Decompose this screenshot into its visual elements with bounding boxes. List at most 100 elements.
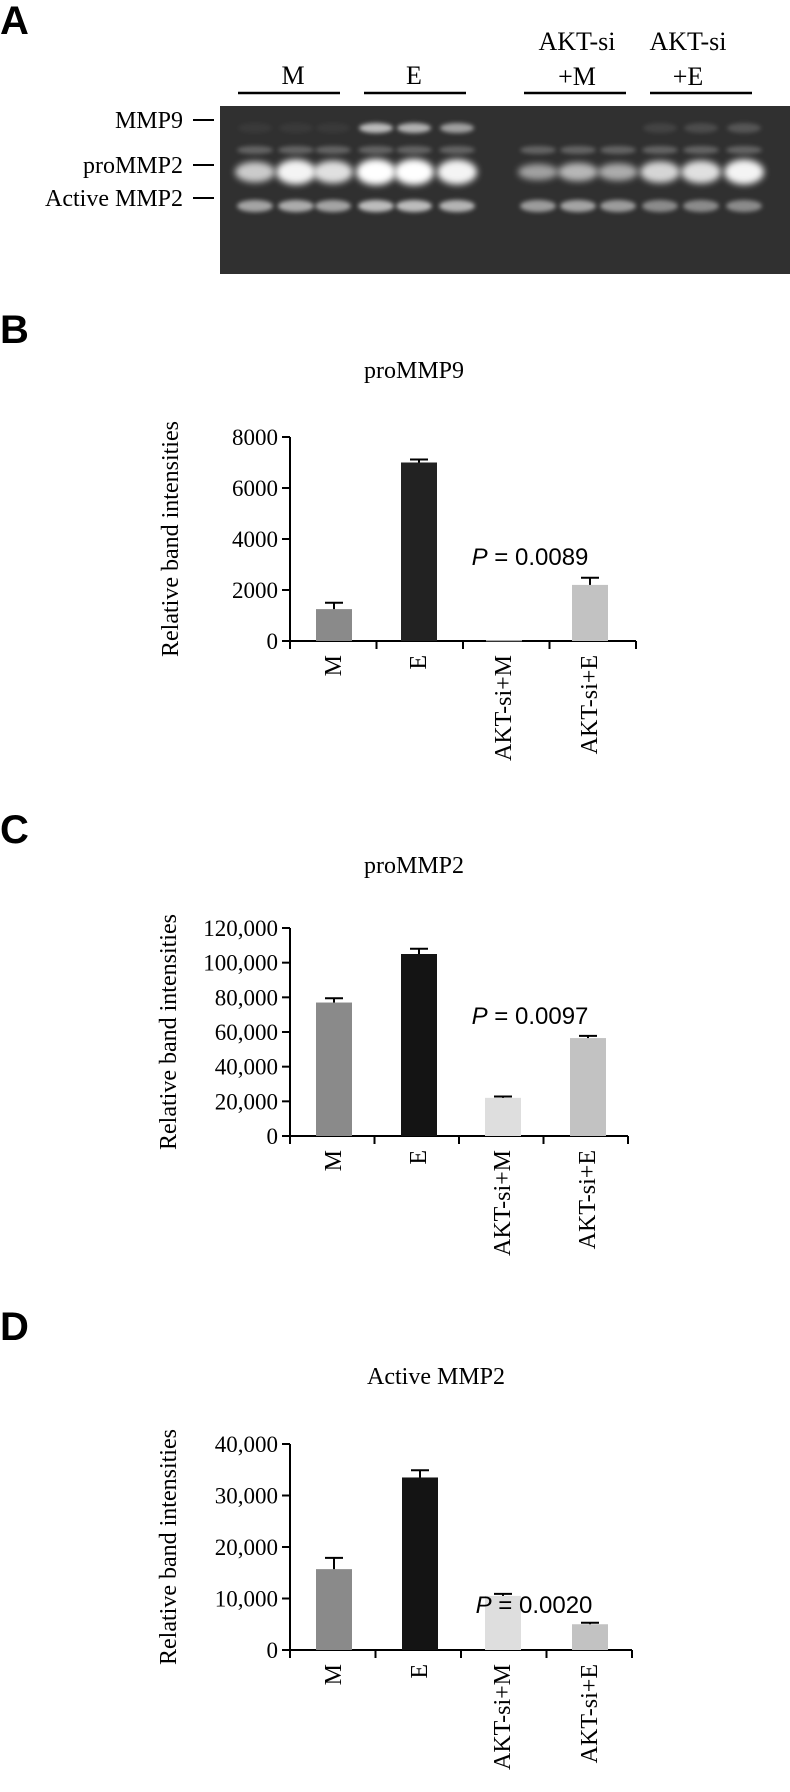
gel-panel: A M E AKT-si +M AKT-si +E MMP9 proMMP2 Active M… bbox=[0, 0, 790, 274]
gel-band-promMP2 bbox=[356, 159, 396, 185]
bar bbox=[572, 584, 608, 641]
bar bbox=[316, 1569, 352, 1650]
x-tick-label: AKT-si+M bbox=[491, 655, 517, 761]
gel-band-active-mmp2 bbox=[683, 200, 719, 212]
gel-band-faint bbox=[278, 146, 314, 154]
gel-band-promMP2 bbox=[313, 160, 353, 184]
y-tick-label: 10,000 bbox=[215, 1587, 278, 1612]
gel-band-active-mmp2 bbox=[358, 200, 394, 212]
p-value-annotation: P = 0.0020 bbox=[476, 1592, 593, 1619]
gel-band-faint bbox=[600, 146, 636, 154]
y-tick-label: 2000 bbox=[232, 578, 278, 603]
gel-band-promMP2 bbox=[394, 159, 434, 185]
gel-band-faint bbox=[520, 146, 556, 154]
p-value-annotation: P = 0.0097 bbox=[472, 1003, 589, 1030]
gel-band-faint bbox=[683, 146, 719, 154]
y-tick-label: 40,000 bbox=[215, 1432, 278, 1457]
gel-band-promMP2 bbox=[681, 160, 721, 184]
gel-group-label: M bbox=[281, 61, 304, 90]
x-tick-label: AKT-si+M bbox=[490, 1664, 516, 1770]
gel-band-mmp9 bbox=[440, 123, 474, 133]
y-tick-label: 40,000 bbox=[215, 1055, 278, 1080]
gel-group-label: E bbox=[406, 61, 422, 90]
gel-band-faint bbox=[726, 146, 762, 154]
y-tick-label: 120,000 bbox=[203, 916, 278, 941]
y-tick-label: 0 bbox=[267, 1638, 279, 1663]
gel-band-mmp9 bbox=[238, 123, 272, 133]
gel-band-mmp9 bbox=[279, 123, 313, 133]
x-tick-label: E bbox=[407, 1664, 433, 1679]
gel-band-labels: MMP9 proMMP2 Active MMP2 bbox=[45, 108, 214, 212]
gel-band-active-mmp2 bbox=[315, 200, 351, 212]
gel-texture bbox=[220, 106, 790, 274]
x-tick-label: M bbox=[321, 655, 347, 676]
bar bbox=[485, 1097, 521, 1136]
x-tick-label: E bbox=[406, 1150, 432, 1165]
p-label: P bbox=[472, 1003, 488, 1030]
y-tick-label: 80,000 bbox=[215, 985, 278, 1010]
x-tick-label: E bbox=[406, 655, 432, 670]
y-tick-label: 0 bbox=[267, 1124, 279, 1149]
bar bbox=[486, 640, 522, 642]
x-tick-label: AKT-si+E bbox=[575, 1150, 601, 1249]
gel-band-promMP2 bbox=[437, 159, 477, 185]
gel-group-label-line1: AKT-si bbox=[649, 27, 726, 56]
chart-title: Active MMP2 bbox=[367, 1364, 505, 1390]
y-tick-label: 20,000 bbox=[215, 1089, 278, 1114]
chart-title: proMMP9 bbox=[364, 358, 464, 384]
y-axis-label: Relative band intensities bbox=[156, 1429, 182, 1665]
gel-band-mmp9 bbox=[359, 123, 393, 133]
gel-band-active-mmp2 bbox=[520, 200, 556, 212]
x-tick-label: AKT-si+M bbox=[490, 1150, 516, 1256]
gel-band-faint bbox=[237, 146, 273, 154]
gel-band-faint bbox=[642, 146, 678, 154]
gel-band-mmp9 bbox=[643, 123, 677, 133]
p-value-annotation: P = 0.0089 bbox=[472, 544, 589, 571]
gel-band-mmp9 bbox=[684, 123, 718, 133]
panel-letter-d: D bbox=[0, 1305, 29, 1349]
gel-group-labels: M E AKT-si +M AKT-si +E bbox=[238, 27, 752, 95]
y-tick-label: 0 bbox=[267, 629, 279, 654]
x-tick-label: AKT-si+E bbox=[577, 655, 603, 754]
gel-band-promMP2 bbox=[235, 161, 275, 183]
p-label: P bbox=[472, 544, 488, 571]
gel-band-active-mmp2 bbox=[439, 200, 475, 212]
gel-band-active-mmp2 bbox=[642, 200, 678, 212]
gel-bands bbox=[235, 123, 764, 212]
y-tick-label: 60,000 bbox=[215, 1020, 278, 1045]
bar bbox=[572, 1624, 608, 1650]
x-tick-label: AKT-si+E bbox=[577, 1664, 603, 1763]
x-tick-label: M bbox=[321, 1664, 347, 1685]
p-value: = 0.0097 bbox=[488, 1003, 589, 1030]
x-tick-label: M bbox=[321, 1150, 347, 1171]
panel-letter-a: A bbox=[0, 0, 29, 43]
gel-band-label: MMP9 bbox=[115, 108, 183, 134]
y-tick-label: 30,000 bbox=[215, 1484, 278, 1509]
gel-band-mmp9 bbox=[397, 123, 431, 133]
gel-band-active-mmp2 bbox=[560, 200, 596, 212]
gel-band-mmp9 bbox=[316, 123, 350, 133]
chart-panel-d: D Active MMP2 Relative band intensities 0 10… bbox=[0, 1305, 633, 1770]
p-value: = 0.0089 bbox=[488, 544, 589, 571]
gel-band-faint bbox=[439, 146, 475, 154]
chart-title: proMMP2 bbox=[364, 853, 464, 879]
gel-band-promMP2 bbox=[518, 163, 558, 181]
gel-band-promMP2 bbox=[558, 162, 598, 182]
p-value: = 0.0020 bbox=[492, 1592, 593, 1619]
y-tick-label: 6000 bbox=[232, 476, 278, 501]
gel-band-promMP2 bbox=[724, 159, 764, 185]
y-axis-label: Relative band intensities bbox=[158, 421, 184, 657]
y-tick-label: 8000 bbox=[232, 425, 278, 450]
p-label: P bbox=[476, 1592, 492, 1619]
gel-band-active-mmp2 bbox=[278, 200, 314, 212]
gel-band-promMP2 bbox=[598, 163, 638, 181]
bar bbox=[316, 609, 352, 641]
gel-band-active-mmp2 bbox=[600, 200, 636, 212]
gel-band-promMP2 bbox=[276, 159, 316, 185]
gel-band-label: proMMP2 bbox=[83, 153, 183, 179]
bar bbox=[316, 1002, 352, 1136]
gel-background bbox=[220, 106, 790, 274]
